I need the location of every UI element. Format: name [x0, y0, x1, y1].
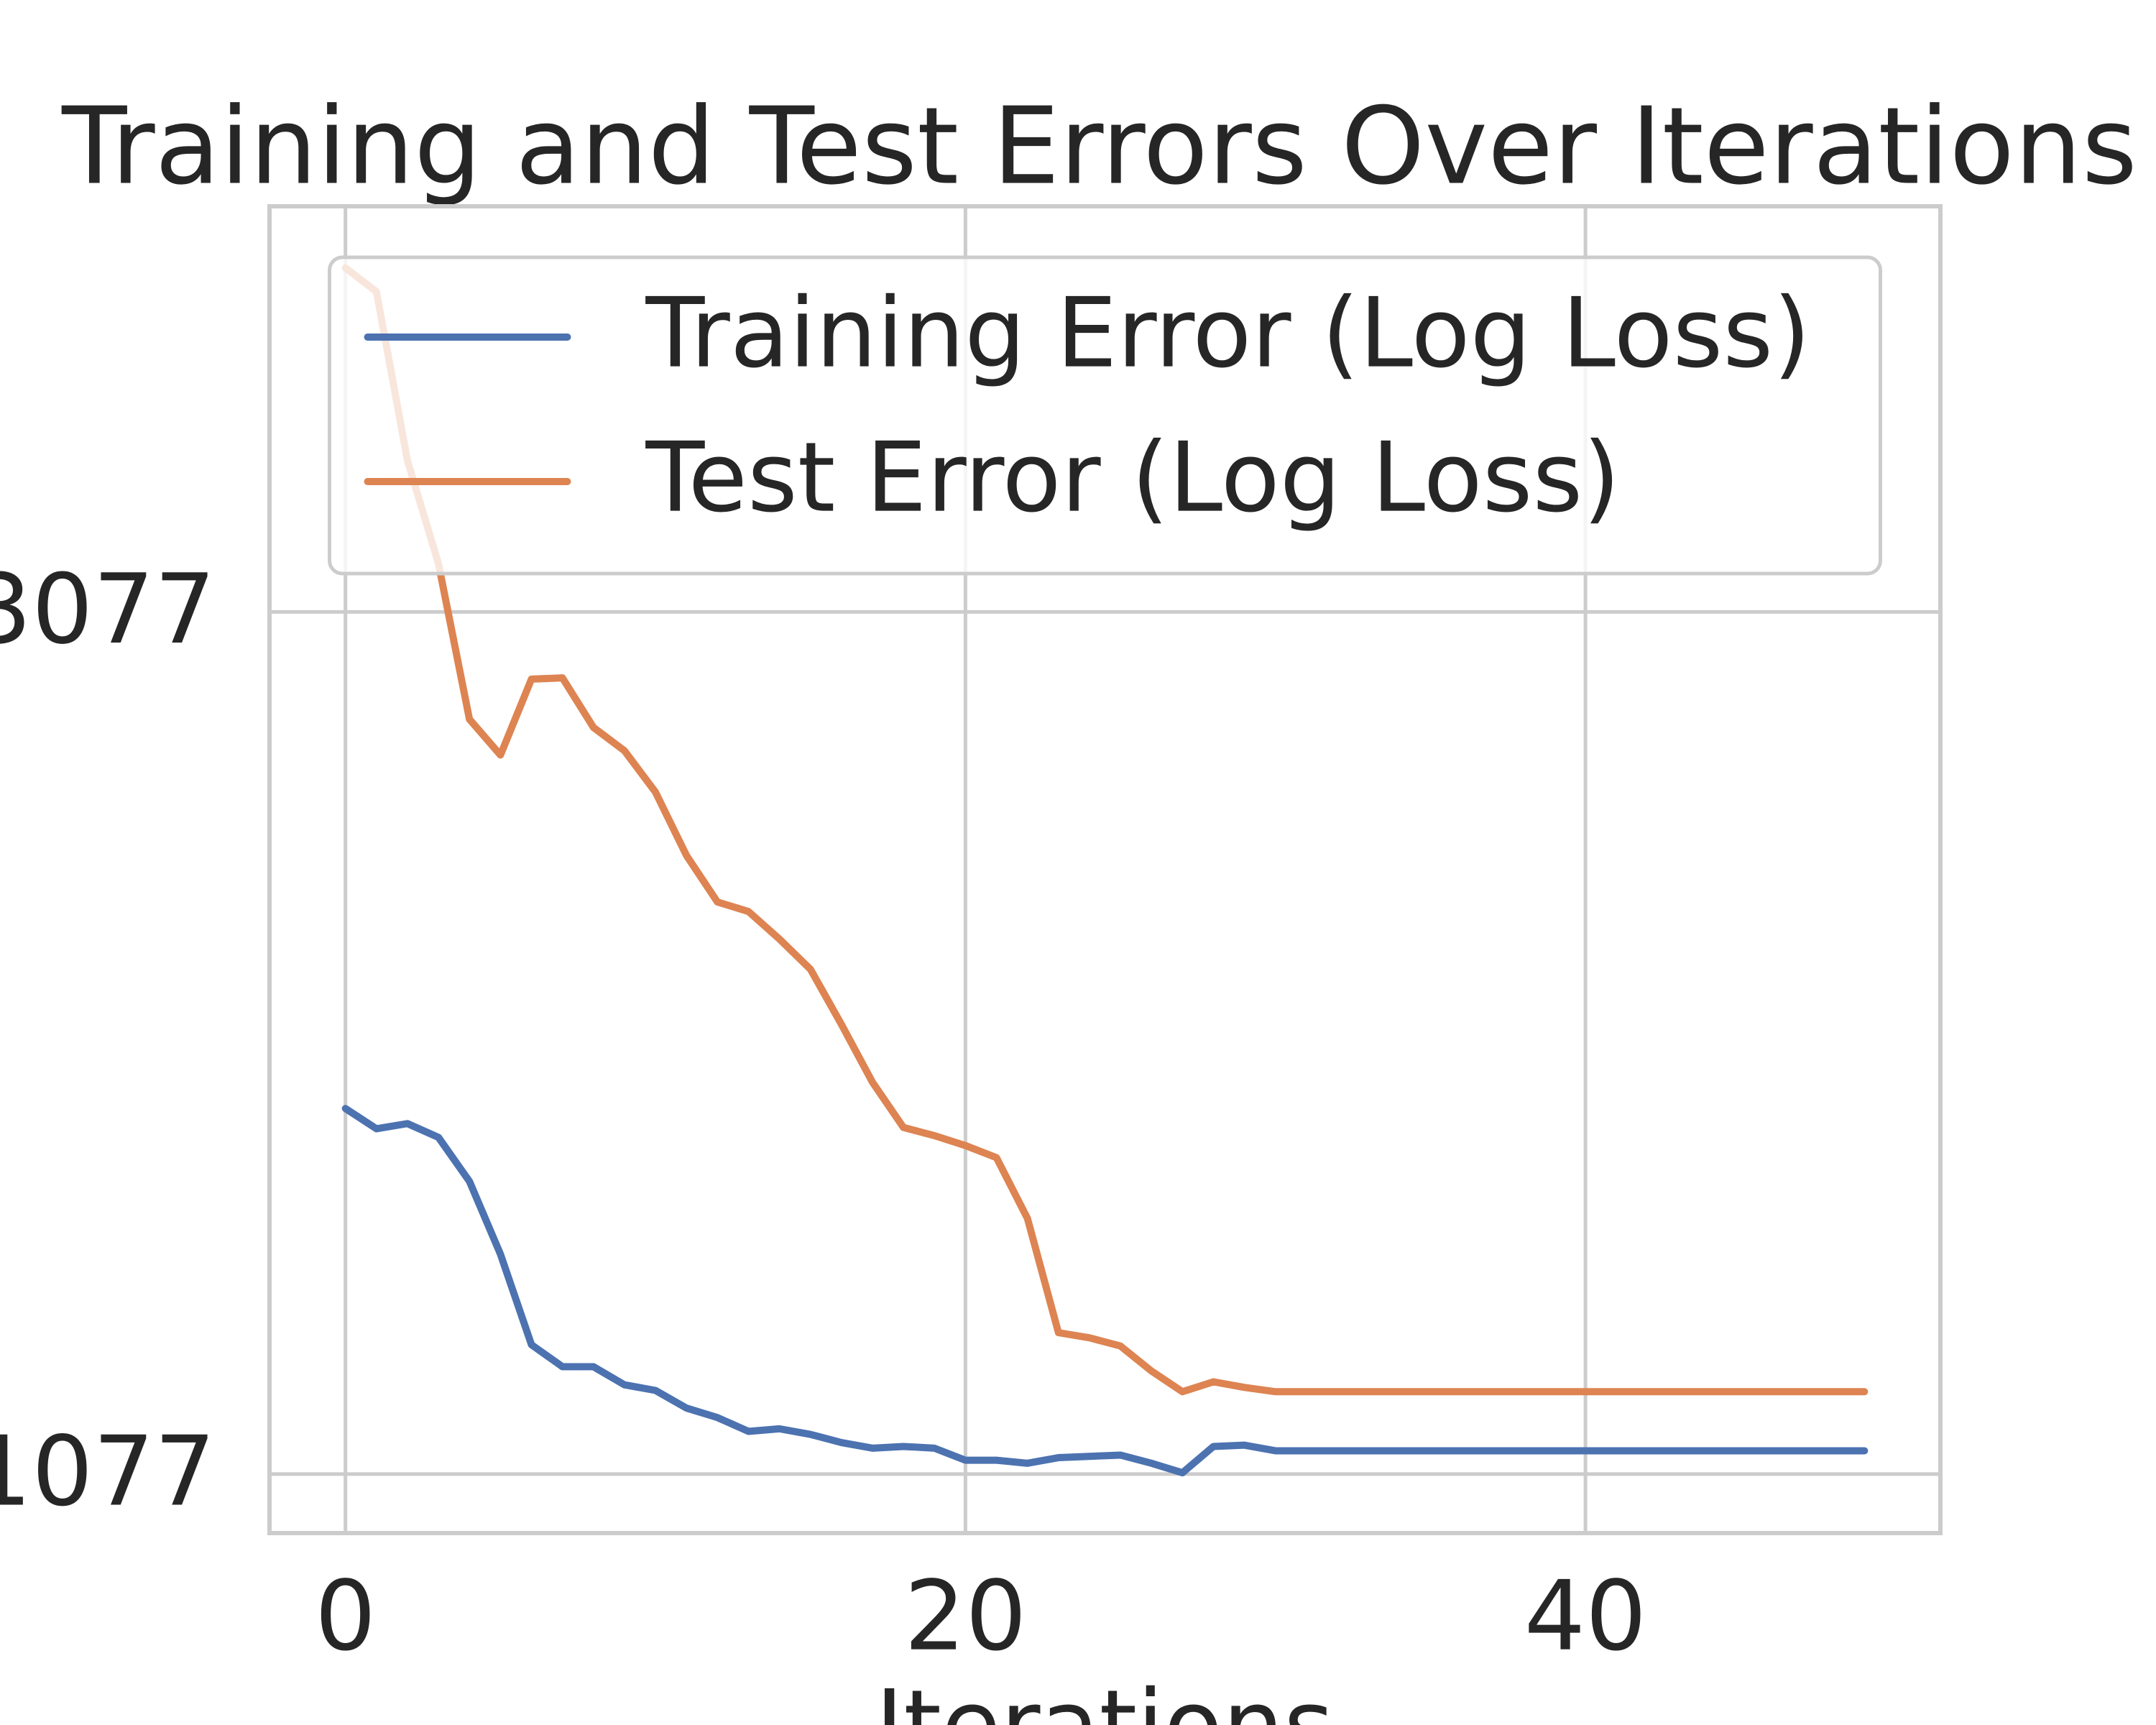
y-tick-label: 3077	[0, 553, 216, 666]
legend-box	[328, 255, 1882, 576]
plot-frame	[267, 204, 1943, 1535]
data-line	[341, 264, 1869, 1396]
x-axis-label: Iterations	[875, 1670, 1334, 1725]
legend-label: Test Error (Log Loss)	[645, 422, 1621, 534]
data-line	[341, 1105, 1869, 1477]
legend-label: Training Error (Log Loss)	[645, 277, 1811, 390]
x-tick-label: 20	[904, 1560, 1027, 1673]
x-tick-label: 40	[1524, 1560, 1647, 1673]
x-tick-label: 0	[315, 1560, 376, 1673]
legend: Training Error (Log Loss) Test Error (Log…	[328, 255, 1882, 576]
y-tick-label: 1077	[0, 1415, 216, 1527]
chart-title: Training and Test Errors Over Iterations	[61, 85, 2137, 208]
